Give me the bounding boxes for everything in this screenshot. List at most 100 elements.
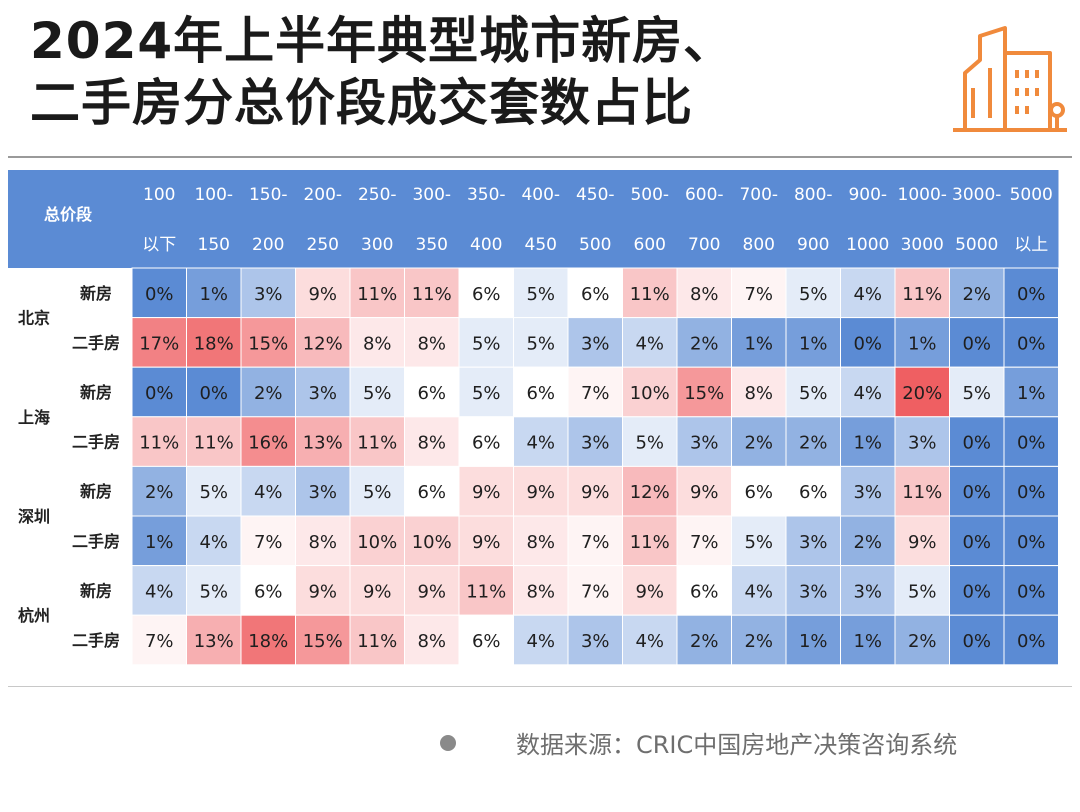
cell-value: 0%: [962, 631, 991, 652]
city-label: 深圳: [18, 507, 50, 526]
cell-value: 3%: [853, 482, 882, 503]
cell-value: 8%: [744, 383, 773, 404]
heat-cell: [458, 565, 514, 616]
heat-cell: [513, 267, 569, 319]
title-line-1: 2024年上半年典型城市新房、: [30, 12, 735, 70]
cell-value: 12%: [303, 333, 343, 354]
heat-cell: [567, 366, 623, 418]
cell-value: 8%: [363, 333, 392, 354]
cell-value: 6%: [417, 482, 446, 503]
cell-value: 4%: [853, 383, 882, 404]
cell-value: 0%: [1017, 433, 1046, 454]
heat-cell: [458, 366, 514, 418]
cell-value: 11%: [139, 433, 179, 454]
heat-cell: [567, 465, 623, 517]
heat-cell: [567, 416, 623, 467]
heat-cell: [622, 267, 678, 319]
heat-cell: [186, 416, 242, 467]
heat-cell: [1003, 267, 1059, 319]
heat-cell: [676, 267, 732, 319]
cell-value: 8%: [417, 433, 446, 454]
cell-value: 4%: [254, 482, 283, 503]
heat-cell: [240, 614, 296, 666]
heat-cell: [840, 267, 896, 319]
cell-value: 1%: [145, 532, 174, 553]
cell-value: 6%: [581, 284, 610, 305]
heat-cell: [676, 366, 732, 418]
table-header-bg: [8, 170, 1059, 268]
row-type-label: 新房: [80, 284, 112, 303]
heat-cell: [240, 515, 296, 567]
cell-value: 18%: [248, 631, 288, 652]
city-label: 上海: [18, 408, 50, 427]
cell-value: 0%: [1017, 532, 1046, 553]
heat-cell: [949, 267, 1005, 319]
heat-cell: [349, 565, 405, 616]
heat-cell: [186, 317, 242, 368]
cell-value: 9%: [417, 581, 446, 602]
cell-value: 6%: [417, 383, 446, 404]
column-header-top: 700-: [739, 185, 778, 205]
column-header-top: 600-: [685, 185, 724, 205]
heat-cell: [622, 515, 678, 567]
cell-value: 5%: [799, 383, 828, 404]
cell-value: 9%: [581, 482, 610, 503]
bullet-dot-icon: [440, 735, 456, 751]
cell-value: 0%: [1017, 333, 1046, 354]
cell-value: 1%: [908, 333, 937, 354]
heat-cell: [458, 465, 514, 517]
heat-cell: [295, 515, 351, 567]
cell-value: 4%: [744, 581, 773, 602]
cell-value: 9%: [526, 482, 555, 503]
cell-value: 10%: [357, 532, 397, 553]
heat-cell: [622, 366, 678, 418]
cell-value: 1%: [799, 333, 828, 354]
heat-cell: [458, 416, 514, 467]
heat-cell: [567, 614, 623, 666]
heat-cell: [840, 565, 896, 616]
heat-cell: [949, 366, 1005, 418]
column-header-bottom: 500: [579, 235, 611, 255]
column-header-bottom: 400: [470, 235, 502, 255]
cell-value: 20%: [902, 383, 942, 404]
column-header-bottom: 800: [743, 235, 775, 255]
cell-value: 1%: [853, 631, 882, 652]
cell-value: 1%: [1017, 383, 1046, 404]
cell-value: 9%: [363, 581, 392, 602]
heat-cell: [186, 565, 242, 616]
cell-value: 7%: [254, 532, 283, 553]
heat-cell: [513, 614, 569, 666]
cell-value: 7%: [145, 631, 174, 652]
cell-value: 7%: [690, 532, 719, 553]
cell-value: 2%: [853, 532, 882, 553]
column-header-bottom: 3000: [901, 235, 944, 255]
cell-value: 3%: [908, 433, 937, 454]
cell-value: 2%: [908, 631, 937, 652]
heat-cell: [1003, 565, 1059, 616]
heat-cell: [404, 366, 460, 418]
cell-value: 8%: [690, 284, 719, 305]
heat-cell: [894, 366, 950, 418]
column-header-top: 3000-: [952, 185, 1001, 205]
heat-cell: [513, 465, 569, 517]
column-header-top: 100-: [194, 185, 233, 205]
heat-cell: [186, 515, 242, 567]
cell-value: 3%: [799, 581, 828, 602]
cell-value: 9%: [635, 581, 664, 602]
heat-cell: [404, 565, 460, 616]
cell-value: 5%: [199, 581, 228, 602]
heat-cell: [840, 614, 896, 666]
cell-value: 0%: [145, 284, 174, 305]
heat-cell: [458, 317, 514, 368]
title-line-2: 二手房分总价段成交套数占比: [30, 74, 693, 132]
cell-value: 5%: [199, 482, 228, 503]
cell-value: 11%: [902, 284, 942, 305]
cell-value: 3%: [308, 482, 337, 503]
column-header-top: 300-: [412, 185, 451, 205]
heat-cell: [1003, 317, 1059, 368]
cell-value: 12%: [630, 482, 670, 503]
row-type-label: 二手房: [72, 532, 120, 551]
cell-value: 1%: [744, 333, 773, 354]
row-type-label: 新房: [80, 482, 112, 501]
cell-value: 3%: [853, 581, 882, 602]
